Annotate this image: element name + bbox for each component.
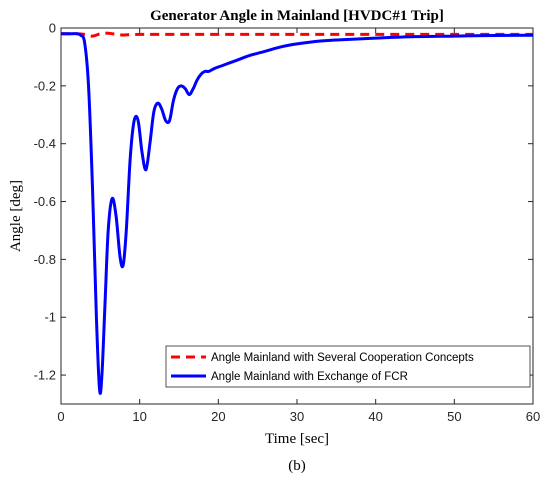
figure-caption: (b) xyxy=(288,458,306,474)
y-tick-label: -0.8 xyxy=(34,252,56,267)
y-tick-label: -1 xyxy=(44,310,56,325)
legend: Angle Mainland with Several Cooperation … xyxy=(165,345,531,388)
axis-ticks: 0 10 20 30 40 50 60 0 -0.2 -0.4 -0.6 -0.8 -1 -1.2 xyxy=(34,21,541,425)
legend-box xyxy=(165,345,531,388)
x-tick-label: 60 xyxy=(526,409,540,424)
y-tick-label: -1.2 xyxy=(34,368,56,383)
series-line-fcr xyxy=(61,32,534,395)
series-line-cooperation xyxy=(60,31,533,38)
y-tick-label: -0.4 xyxy=(34,136,56,151)
x-tick-label: 30 xyxy=(290,409,304,424)
legend-label-cooperation: Angle Mainland with Several Cooperation … xyxy=(211,352,474,364)
x-tick-label: 0 xyxy=(57,409,64,424)
x-tick-label: 50 xyxy=(447,409,461,424)
y-tick-label: 0 xyxy=(49,21,56,36)
legend-label-fcr: Angle Mainland with Exchange of FCR xyxy=(211,371,408,383)
chart-title: Generator Angle in Mainland [HVDC#1 Trip… xyxy=(150,8,444,24)
y-tick-label: -0.6 xyxy=(34,194,56,209)
x-tick-label: 40 xyxy=(368,409,382,424)
x-tick-label: 10 xyxy=(132,409,146,424)
x-tick-label: 20 xyxy=(211,409,225,424)
y-tick-label: -0.2 xyxy=(34,78,56,93)
plot-frame xyxy=(60,27,534,405)
x-axis-label: Time [sec] xyxy=(265,431,329,447)
y-axis-label: Angle [deg] xyxy=(8,180,24,252)
series-layer xyxy=(60,31,534,395)
